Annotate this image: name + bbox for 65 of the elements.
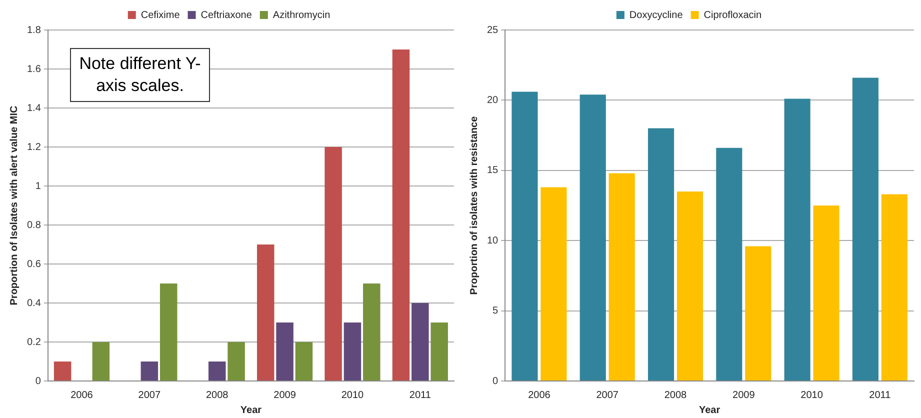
bar	[648, 128, 674, 380]
legend-label: Ceftriaxone	[200, 10, 252, 21]
y-tick-label: 1.8	[26, 24, 42, 36]
bar	[412, 303, 429, 380]
bar	[208, 362, 226, 380]
y-tick-label: 1	[35, 180, 42, 192]
legend-label: Doxycycline	[629, 10, 684, 21]
y-tick-label: 10	[487, 235, 499, 246]
bar	[512, 92, 538, 380]
legend-label: Ciprofloxacin	[704, 10, 762, 21]
bar	[608, 173, 635, 380]
legend-label: Cefixime	[140, 10, 180, 21]
x-axis-title: Year	[698, 404, 720, 416]
bar	[140, 362, 158, 380]
y-tick-label: 0	[492, 376, 499, 387]
x-tick-label: 2006	[528, 390, 551, 401]
bar	[363, 284, 380, 380]
x-tick-label: 2010	[800, 390, 824, 401]
bar	[813, 206, 840, 380]
bar	[676, 191, 704, 380]
bar	[276, 322, 294, 380]
bar	[256, 244, 274, 380]
bar	[430, 322, 448, 380]
bar	[580, 94, 606, 380]
bar	[228, 342, 245, 380]
y-axis-title: Proportion of isolates with resistance	[468, 116, 480, 295]
bar	[54, 362, 72, 380]
bar	[92, 342, 110, 380]
bar	[716, 148, 742, 380]
y-tick-label: 0	[35, 376, 42, 387]
y-tick-label: 25	[487, 24, 499, 36]
x-tick-label: 2009	[274, 390, 296, 401]
y-tick-label: 1.4	[26, 102, 42, 114]
y-tick-label: 5	[492, 306, 499, 317]
bar	[852, 78, 878, 380]
x-tick-label: 2011	[869, 390, 892, 401]
bar	[540, 187, 567, 380]
x-tick-label: 2007	[596, 390, 619, 401]
x-tick-label: 2009	[732, 390, 756, 401]
y-axis-title: Proportion of Isolates with alert value MIC	[8, 106, 20, 306]
x-axis-title: Year	[240, 404, 262, 416]
x-tick-label: 2007	[138, 390, 161, 401]
x-tick-label: 2011	[409, 390, 432, 401]
y-tick-label: 0.6	[26, 258, 42, 270]
y-tick-label: 0.8	[26, 220, 42, 231]
bar	[881, 194, 908, 380]
bar	[295, 342, 313, 380]
y-tick-label: 1.2	[26, 142, 42, 153]
y-tick-label: 20	[487, 94, 499, 106]
x-tick-label: 2006	[70, 390, 94, 401]
bar	[392, 50, 410, 380]
x-tick-label: 2008	[664, 390, 688, 401]
annotation: Note different Y-axis scales.	[70, 48, 210, 102]
bar	[784, 98, 810, 380]
x-tick-label: 2008	[206, 390, 229, 401]
bar	[160, 284, 178, 380]
x-tick-label: 2010	[341, 390, 364, 401]
y-tick-label: 0.4	[26, 298, 42, 309]
y-tick-label: 15	[487, 165, 499, 176]
bar	[745, 246, 772, 380]
bar	[344, 322, 362, 380]
legend-label: Azithromycin	[272, 10, 330, 21]
y-tick-label: 0.2	[26, 336, 42, 348]
y-tick-label: 1.6	[26, 64, 42, 75]
bar	[324, 147, 342, 380]
